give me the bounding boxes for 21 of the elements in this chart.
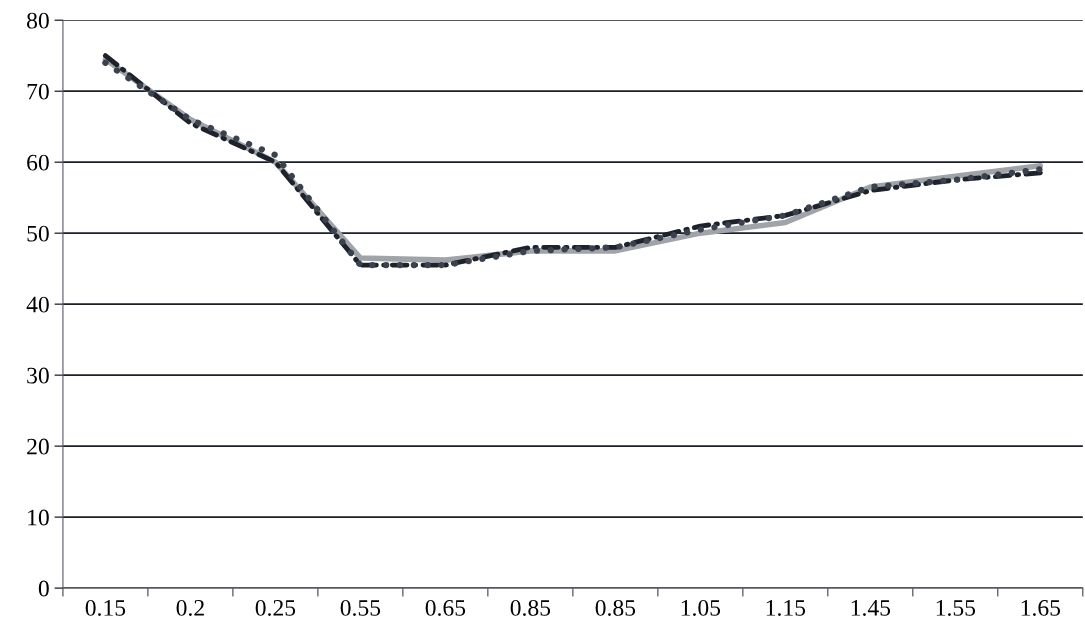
y-tick-label: 80 [27, 12, 49, 29]
x-tick-label: 0.65 [425, 599, 466, 616]
y-tick-label: 0 [38, 580, 49, 597]
y-tick-label: 20 [27, 438, 49, 455]
y-tick-label: 10 [28, 509, 49, 526]
y-tick-label: 40 [26, 296, 49, 313]
y-tick-label: 60 [27, 154, 49, 171]
x-tick-label: 0.55 [340, 599, 381, 616]
x-tick-label: 1.05 [681, 599, 721, 616]
x-tick-label: 1.45 [851, 600, 891, 616]
y-tick-label: 30 [27, 367, 49, 384]
x-tick-label: 1.55 [936, 600, 976, 616]
y-tick-label: 70 [27, 83, 49, 100]
x-tick-label: 0.85 [595, 599, 636, 616]
x-tick-label: 0.25 [255, 599, 296, 616]
x-tick-label: 1.65 [1021, 599, 1061, 616]
x-tick-label: 0.15 [85, 599, 126, 616]
x-tick-label: 0.85 [510, 599, 551, 616]
y-tick-label: 50 [27, 225, 49, 242]
x-tick-label: 0.2 [176, 599, 204, 616]
x-tick-label: 1.15 [766, 600, 806, 616]
